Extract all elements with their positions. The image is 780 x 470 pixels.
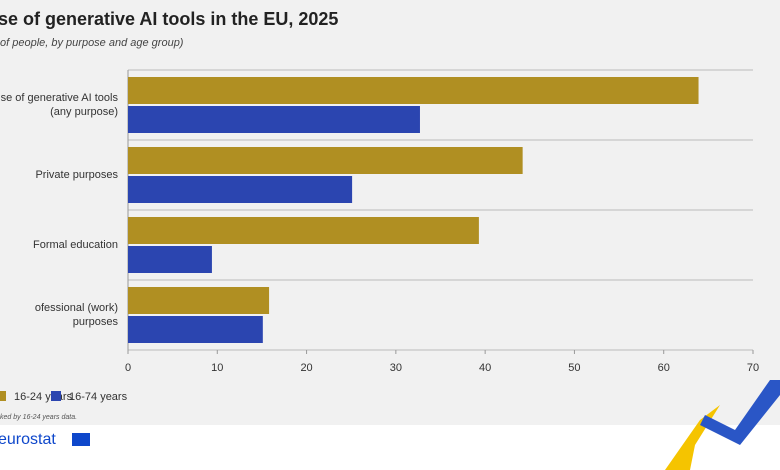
chart-title: se of generative AI tools in the EU, 202… [0,9,338,29]
brand: eurostat [0,431,56,448]
legend-swatch [0,391,6,401]
legend-label: 16-24 years [14,391,73,403]
category-label: Formal education [33,239,118,251]
bar [128,316,263,343]
chart-subtitle: of people, by purpose and age group) [0,37,184,49]
x-tick-label: 40 [479,362,491,374]
x-tick-label: 70 [747,362,759,374]
bar [128,287,270,314]
eu-flag [72,433,90,446]
legend-swatch [51,391,61,401]
note: ked by 16-24 years data. [0,414,77,421]
chart-background [0,0,780,425]
x-tick-label: 20 [300,362,312,374]
x-tick-label: 0 [125,362,131,374]
category-label: Private purposes [35,169,118,181]
x-tick-label: 10 [211,362,223,374]
bar [128,246,212,273]
logo-shape [700,380,780,445]
bar [128,217,479,244]
bar [128,106,420,133]
category-label: ofessional (work) purposes [34,302,118,328]
x-tick-label: 60 [658,362,670,374]
x-tick-label: 50 [568,362,580,374]
bar [128,176,353,203]
bar [128,147,523,174]
bar [128,77,699,104]
legend-label: 16-74 years [69,391,128,403]
x-tick-label: 30 [390,362,402,374]
category-label: Use of generative AI tools (any purpose) [0,92,118,118]
